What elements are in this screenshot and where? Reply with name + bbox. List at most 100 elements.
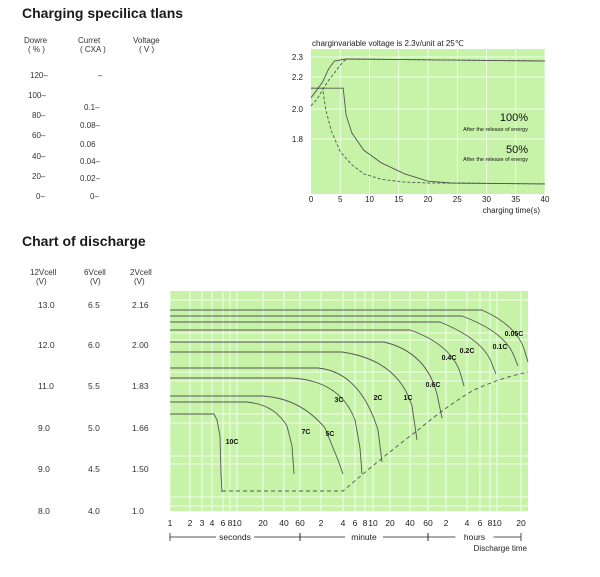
charging-chart: 0 5 10 15 20 25 30 35 40 1.8 2.0 2.2 2.3 charginvar… <box>292 39 550 215</box>
discharge-curve-6 <box>170 341 443 419</box>
curve-label: 0.05C <box>505 331 524 338</box>
x-tick-label: 5 <box>338 195 343 204</box>
x-tick-label: 60 <box>423 518 433 528</box>
discharge-curve-7 <box>170 329 465 387</box>
x-tick-label: 20 <box>424 195 433 204</box>
charging-y-ticks: 1.8 2.0 2.2 2.3 <box>292 53 304 144</box>
header-line: ( % ) <box>28 45 45 54</box>
x-tick-label: 2 <box>444 518 449 528</box>
x-tick-label: 6 <box>353 518 358 528</box>
x-tick-label: 40 <box>279 518 289 528</box>
discharge-table-cell: 1.0 <box>132 506 144 516</box>
charging-grid <box>311 49 546 194</box>
y-tick-label: 2.3 <box>292 53 304 62</box>
discharge-table-cell: 1.83 <box>132 381 149 391</box>
power-value: 40– <box>32 152 46 161</box>
charging-series-2 <box>311 87 546 185</box>
header-line: 12Vcell <box>30 268 57 277</box>
charging-chart-title: charginvariable voltage is 2.3v/unit at … <box>312 39 464 48</box>
x-tick-label: 6 <box>478 518 483 528</box>
discharge-plot-area <box>170 291 528 511</box>
group-label: seconds <box>219 532 251 542</box>
discharge-table-cell: 4.5 <box>88 464 100 474</box>
discharge-table-cell: 8.0 <box>38 506 50 516</box>
discharge-table-cell: 1.66 <box>132 423 149 433</box>
discharge-x-groups: seconds minute hours <box>169 531 522 542</box>
discharge-curve-0 <box>170 413 223 493</box>
x-tick-label: 4 <box>210 518 215 528</box>
x-tick-label: 20 <box>516 518 526 528</box>
charging-series-1 <box>310 58 546 107</box>
group-label: minute <box>351 532 377 542</box>
power-value: 100– <box>28 91 46 100</box>
x-tick-label: 40 <box>405 518 415 528</box>
x-tick-label: 40 <box>541 195 550 204</box>
header-line: (V) <box>36 277 47 286</box>
charging-col3-header: Voltage ( V ) <box>133 36 160 54</box>
annotation-100-sub: After the release of energy <box>463 127 528 133</box>
discharge-table-cell: 4.0 <box>88 506 100 516</box>
curve-label: 7C <box>302 429 311 436</box>
x-tick-label: 1 <box>168 518 173 528</box>
x-tick-label: 3 <box>200 518 205 528</box>
curve-label: 0.1C <box>493 344 508 351</box>
discharge-table-cell: 13.0 <box>38 300 55 310</box>
group-label-bg <box>455 531 494 542</box>
x-tick-label: 10 <box>365 195 374 204</box>
curve-label: 1C <box>404 395 413 402</box>
discharge-curve-5 <box>170 351 418 441</box>
curve-label: 0.6C <box>426 382 441 389</box>
discharge-curve-3 <box>170 377 363 475</box>
x-tick-label: 10 <box>232 518 242 528</box>
annotation-100: 100% <box>500 112 528 124</box>
discharge-table-cell: 6.5 <box>88 300 100 310</box>
final-voltage-curve <box>222 371 529 492</box>
header-line: ( CXA ) <box>80 45 106 54</box>
header-line: (V) <box>90 277 101 286</box>
discharge-curve-1 <box>170 401 295 475</box>
discharge-title: Chart of discharge <box>22 233 146 249</box>
header-line: (V) <box>134 277 145 286</box>
x-tick-label: 35 <box>511 195 520 204</box>
annotation-50-sub: After the release of energy <box>463 157 528 163</box>
header-line: ( V ) <box>139 45 155 54</box>
discharge-table-cell: 12.0 <box>38 340 55 350</box>
current-value: 0.04– <box>80 157 101 166</box>
power-value: 80– <box>32 111 46 120</box>
discharge-x-label: Discharge time <box>474 544 528 553</box>
current-value: 0.02– <box>80 174 101 183</box>
discharge-table-cell: 2.00 <box>132 340 149 350</box>
power-value: 60– <box>32 131 46 140</box>
discharge-table-cell: 9.0 <box>38 423 50 433</box>
charging-series-0 <box>310 58 546 99</box>
discharge-table-cell: 11.0 <box>38 381 54 391</box>
y-tick-label: 1.8 <box>292 135 304 144</box>
header-line: 2Vcell <box>130 268 152 277</box>
discharge-curve-8 <box>170 321 497 375</box>
y-tick-label: 2.2 <box>292 73 304 82</box>
curve-label: 0.2C <box>460 348 475 355</box>
x-tick-label: 25 <box>453 195 462 204</box>
current-value: 0.08– <box>80 121 101 130</box>
x-tick-label: 2 <box>319 518 324 528</box>
group-label-bg <box>345 531 383 542</box>
x-tick-label: 8 <box>488 518 493 528</box>
group-label-bg <box>216 531 254 542</box>
current-value: 0.06 <box>80 140 96 149</box>
power-value: 0– <box>36 192 45 201</box>
x-tick-label: 20 <box>385 518 395 528</box>
current-value: – <box>98 71 103 80</box>
x-tick-label: 20 <box>258 518 268 528</box>
header-line: 6Vcell <box>84 268 106 277</box>
discharge-table-cell: 2.16 <box>132 300 149 310</box>
group-label: hours <box>464 532 485 542</box>
header-line: Curret <box>78 36 101 45</box>
curve-label: 0.4C <box>442 355 457 362</box>
discharge-curve-10 <box>170 309 529 363</box>
x-tick-label: 8 <box>363 518 368 528</box>
curve-label: 5C <box>326 431 335 438</box>
curve-label: 3C <box>335 397 344 404</box>
y-tick-label: 2.0 <box>292 105 304 114</box>
charging-col2-header: Curret ( CXA ) <box>78 36 106 54</box>
